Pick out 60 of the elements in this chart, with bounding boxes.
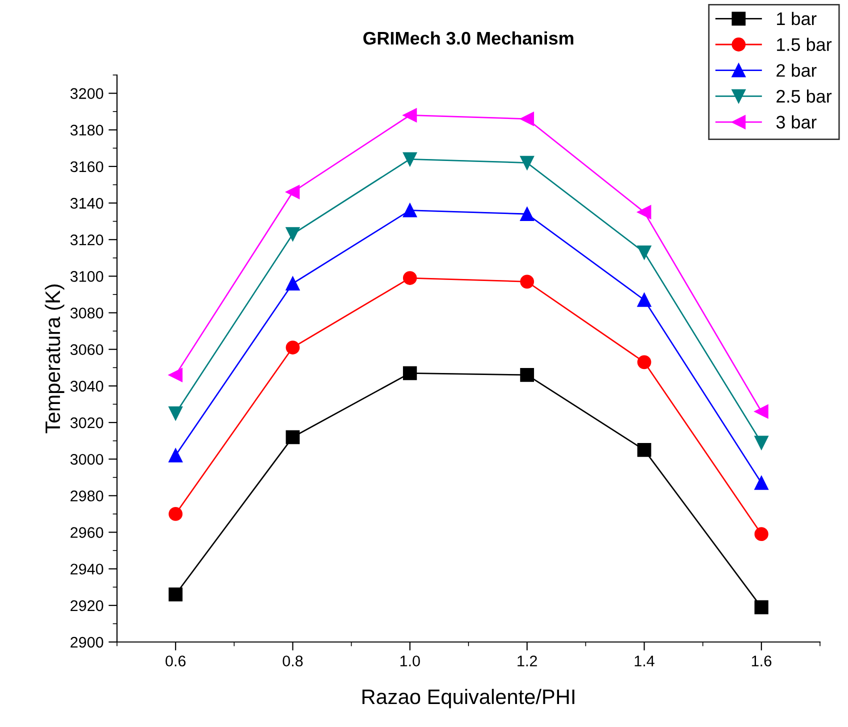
point [637, 293, 652, 307]
y-tick-label: 3180 [70, 124, 104, 136]
chart-title: GRIMech 3.0 Mechanism [363, 31, 574, 45]
point [520, 274, 534, 289]
point [286, 227, 300, 242]
y-tick-label: 2940 [70, 564, 104, 575]
point [637, 443, 652, 457]
point [637, 205, 652, 220]
point [286, 340, 300, 354]
y-tick-label: 2920 [70, 600, 104, 612]
point [520, 368, 534, 382]
point [168, 588, 183, 602]
point [754, 527, 768, 542]
point [168, 448, 183, 462]
y-tick-label: 3000 [70, 454, 104, 465]
point [168, 406, 183, 420]
point [754, 436, 768, 450]
x-tick-label: 0.6 [166, 656, 186, 666]
point [402, 366, 417, 380]
y-tick-label: 3200 [70, 88, 104, 99]
point [168, 507, 183, 521]
point [754, 600, 768, 614]
point [520, 112, 534, 126]
point [754, 476, 768, 490]
y-tick-label: 2900 [70, 636, 104, 648]
point [286, 430, 300, 444]
point [286, 276, 300, 290]
point [402, 271, 417, 285]
x-tick-label: 1.0 [400, 656, 420, 666]
legend-label: 2.5 bar [776, 89, 832, 103]
legend-label: 1 bar [777, 12, 817, 26]
point [286, 185, 300, 200]
legend-label: 1.5 bar [777, 38, 832, 51]
point [520, 156, 534, 170]
y-tick-label: 3060 [70, 344, 104, 356]
y-tick-label: 3120 [70, 234, 104, 246]
legend-label: 2 bar [776, 64, 817, 77]
x-tick-label: 1.2 [518, 656, 537, 666]
point [402, 152, 417, 166]
y-tick-label: 3020 [70, 417, 104, 428]
y-tick-label: 2960 [70, 527, 104, 538]
y-tick-label: 2980 [70, 490, 104, 502]
point [520, 207, 534, 221]
y-tick-label: 3100 [70, 271, 104, 282]
y-tick-label: 3040 [70, 380, 104, 392]
x-tick-label: 0.8 [282, 656, 303, 666]
y-tick-label: 3080 [70, 308, 104, 318]
point [402, 203, 417, 218]
x-axis-title: Razao Equivalente/PHI [362, 688, 574, 708]
y-tick-label: 3140 [70, 198, 104, 209]
point [754, 404, 768, 418]
legend-label: 3 bar [776, 115, 817, 129]
y-tick-label: 3160 [70, 161, 104, 172]
point [637, 245, 652, 260]
x-tick-label: 1.6 [752, 656, 772, 666]
x-tick-label: 1.4 [634, 656, 654, 666]
point [637, 355, 652, 370]
y-axis-title: Temperatura (K) [44, 284, 64, 434]
point [168, 368, 183, 382]
point [402, 108, 417, 122]
